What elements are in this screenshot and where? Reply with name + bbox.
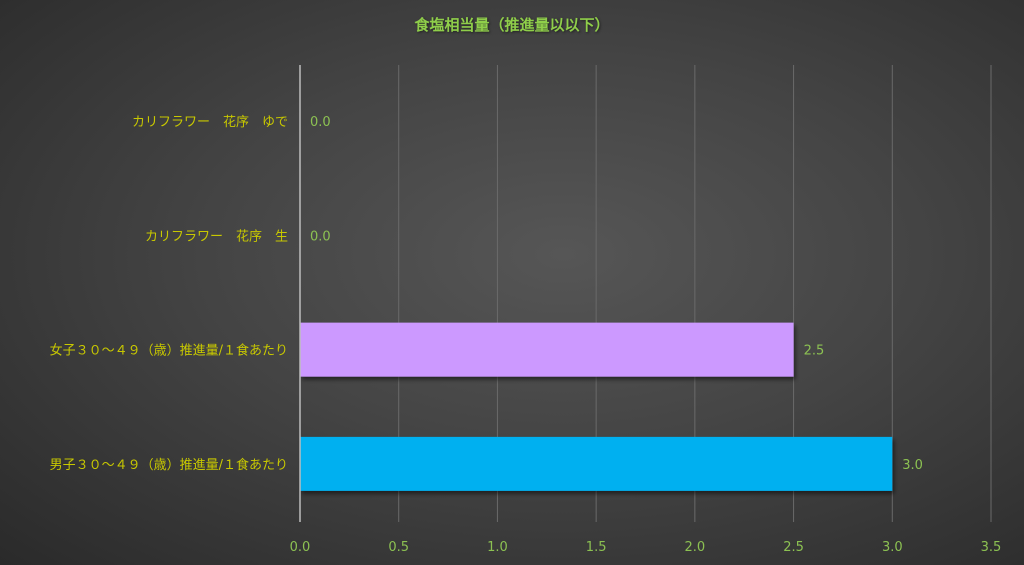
x-tick-label: 2.5 [783, 540, 804, 555]
category-label: カリフラワー 花序 生 [145, 228, 288, 244]
chart-title: 食塩相当量（推進量以以下） [414, 16, 610, 34]
bar [300, 436, 893, 491]
category-label: 女子３０～４９（歳）推進量/１食あたり [50, 343, 288, 359]
data-label: 0.0 [310, 229, 331, 244]
data-label: 0.0 [310, 115, 331, 130]
bar [300, 322, 794, 377]
x-tick-label: 1.5 [586, 540, 607, 555]
x-tick-label: 1.0 [487, 540, 508, 555]
x-tick-label: 0.0 [290, 540, 311, 555]
x-tick-label: 3.5 [981, 540, 1002, 555]
data-label: 3.0 [902, 458, 923, 473]
x-tick-label: 3.0 [882, 540, 903, 555]
data-label: 2.5 [804, 344, 825, 359]
x-tick-label: 2.0 [685, 540, 706, 555]
x-tick-label: 0.5 [388, 540, 409, 555]
category-label: カリフラワー 花序 ゆで [132, 114, 288, 130]
category-label: 男子３０～４９（歳）推進量/１食あたり [50, 457, 288, 473]
